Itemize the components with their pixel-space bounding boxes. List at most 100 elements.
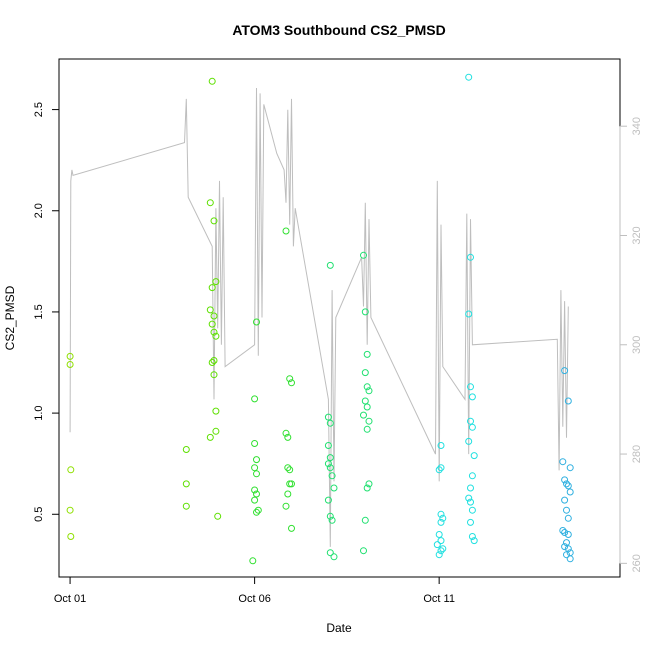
data-point <box>468 533 476 540</box>
data-point <box>564 514 572 522</box>
data-point <box>286 466 294 474</box>
data-point <box>564 482 572 490</box>
data-point <box>365 387 373 395</box>
data-point <box>182 502 190 510</box>
data-point <box>282 227 290 235</box>
data-point <box>566 555 574 563</box>
data-point <box>326 549 334 557</box>
data-point <box>365 417 373 425</box>
data-point <box>251 464 259 472</box>
data-point <box>468 393 476 401</box>
data-point <box>251 486 259 494</box>
data-point <box>330 553 338 561</box>
data-point <box>433 541 441 549</box>
data-point <box>468 506 476 514</box>
data-point <box>253 490 260 498</box>
data-point <box>324 442 332 449</box>
data-point <box>437 547 445 555</box>
y-tick-label: 1.5 <box>33 304 45 319</box>
data-point <box>363 383 371 391</box>
data-point <box>467 484 474 492</box>
y-axis-title: CS2_PMSD <box>3 285 17 350</box>
data-point <box>253 470 260 478</box>
data-point <box>561 476 569 484</box>
data-point <box>365 480 373 488</box>
data-point <box>467 518 474 526</box>
data-point <box>437 537 445 545</box>
data-point <box>324 460 332 468</box>
data-point <box>360 411 367 419</box>
data-point <box>563 551 570 559</box>
data-point <box>566 464 574 472</box>
y-tick-label: 1.0 <box>33 405 45 420</box>
data-point <box>437 464 445 472</box>
data-point <box>564 397 572 405</box>
y-tick-label: 2.5 <box>33 102 45 117</box>
data-point <box>465 310 473 318</box>
data-point <box>206 199 214 207</box>
data-point <box>288 524 295 532</box>
data-point <box>208 77 216 85</box>
points-layer <box>66 73 574 565</box>
data-point <box>326 419 334 427</box>
secondary-series-line <box>69 87 569 547</box>
data-point <box>284 490 292 498</box>
data-point <box>470 452 478 460</box>
data-point <box>361 516 369 524</box>
y-tick-label: 0.5 <box>33 507 45 522</box>
axes-layer: Oct 01 Oct 06 Oct 11 0.5 1.0 1.5 2.0 2.5 260 280 3… <box>33 102 643 605</box>
data-point <box>206 433 214 441</box>
data-point <box>286 375 294 383</box>
data-point <box>435 551 443 559</box>
data-point <box>249 557 257 565</box>
data-point <box>437 518 445 526</box>
data-point <box>210 217 218 225</box>
data-point <box>561 496 569 504</box>
data-point <box>435 466 443 474</box>
data-point <box>67 533 75 540</box>
data-point <box>467 383 474 391</box>
data-point <box>324 413 332 421</box>
data-point <box>360 251 367 259</box>
data-point <box>326 261 334 269</box>
data-point <box>253 318 260 326</box>
x-tick-label: Oct 11 <box>423 593 455 605</box>
data-point <box>251 496 259 504</box>
y-right-tick-label: 280 <box>631 445 643 463</box>
data-point <box>66 361 74 368</box>
data-point <box>326 454 334 462</box>
data-point <box>564 531 572 538</box>
data-point <box>566 488 574 496</box>
y-right-tick-label: 260 <box>631 554 643 572</box>
y-right-tick-label: 300 <box>631 336 643 354</box>
data-point <box>284 464 292 472</box>
data-point <box>360 547 367 555</box>
data-point <box>563 506 570 514</box>
data-point <box>561 543 569 551</box>
data-point <box>328 516 336 524</box>
data-point <box>66 506 74 514</box>
data-point <box>468 423 476 431</box>
data-point <box>326 512 334 520</box>
data-point <box>465 494 473 502</box>
data-point <box>439 545 447 553</box>
data-point <box>66 352 74 360</box>
data-point <box>437 442 445 449</box>
data-point <box>437 510 445 518</box>
data-point <box>330 484 338 492</box>
data-point <box>282 502 290 510</box>
data-point <box>561 529 569 536</box>
data-point <box>251 395 259 403</box>
data-point <box>182 446 190 453</box>
data-point <box>206 306 214 314</box>
data-point <box>363 403 371 411</box>
data-point <box>559 527 567 534</box>
data-point <box>363 484 371 492</box>
y-tick-label: 2.0 <box>33 203 45 218</box>
data-point <box>363 350 371 358</box>
data-point <box>182 480 190 488</box>
data-point <box>254 506 262 514</box>
data-point <box>326 464 334 472</box>
data-point <box>282 429 290 437</box>
